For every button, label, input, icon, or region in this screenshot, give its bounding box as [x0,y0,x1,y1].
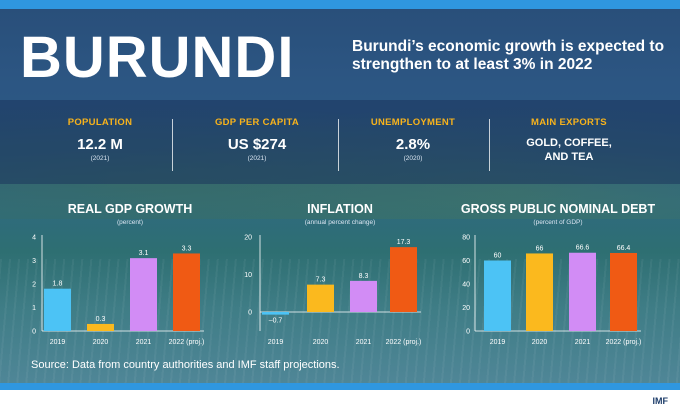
inflation-data-label: 8.3 [359,273,369,280]
gdp-growth-bar-2019 [44,288,71,331]
gdp-growth-chart-title: REAL GDP GROWTH [67,202,193,216]
stat-value: 12.2 M [77,136,123,153]
gdp-growth-bar-2020 [87,323,114,331]
top-accent-strip [0,0,680,9]
bottom-accent-strip [0,383,680,390]
source-note: Source: Data from country authorities an… [31,359,340,371]
gdp-growth-data-label: 0.3 [96,316,106,323]
stat-note: (2020) [403,155,423,162]
page-subtitle: Burundi’s economic growth is expected to… [352,38,665,73]
debt-data-label: 66.4 [617,245,631,252]
inflation-category-label: 2020 [313,339,329,346]
stat-value: GOLD, COFFEE, AND TEA [526,137,612,163]
inflation-chart-unit: (annual percent change) [304,219,376,226]
stat-label: UNEMPLOYMENT [370,117,456,128]
debt-y-tick-label: 0 [466,329,470,336]
gdp-growth-y-tick-label: 1 [32,305,36,312]
stat-gdp-per-capita: GDP PER CAPITA US $274 (2021) [192,117,322,162]
gdp-growth-chart-unit: (percent) [116,219,143,226]
debt-data-label: 60 [494,253,502,260]
inflation-bar-2019 [262,312,289,315]
gdp-growth-category-label: 2020 [93,339,109,346]
inflation-category-label: 2022 (proj.) [386,339,422,346]
debt-y-tick-label: 40 [462,282,470,289]
stat-label: MAIN EXPORTS [531,117,607,128]
gdp-growth-category-label: 2021 [136,339,152,346]
debt-bar-2021 [569,252,596,331]
gdp-growth-category-label: 2019 [50,339,66,346]
stat-divider [172,119,173,171]
stat-divider [489,119,490,171]
debt-y-tick-label: 60 [462,258,470,265]
stat-note: (2021) [90,155,110,162]
gdp-growth-y-tick-label: 4 [32,235,36,242]
inflation-data-label: 7.3 [316,277,326,284]
inflation-category-label: 2021 [356,339,372,346]
debt-chart-title: GROSS PUBLIC NOMINAL DEBT [460,202,656,216]
stat-label: POPULATION [67,117,133,128]
debt-category-label: 2022 (proj.) [606,339,642,346]
stat-value: 2.8% [395,136,431,153]
gdp-growth-y-tick-label: 0 [32,329,36,336]
debt-bar-2022proj [610,252,637,331]
debt-category-label: 2020 [532,339,548,346]
stat-main-exports: MAIN EXPORTS GOLD, COFFEE, AND TEA [508,117,630,164]
gdp-growth-y-tick-label: 2 [32,282,36,289]
stat-note: (2021) [247,155,267,162]
stat-label: GDP PER CAPITA [214,117,300,128]
debt-bar-2020 [526,253,553,331]
inflation-data-label: 17.3 [397,239,411,246]
debt-category-label: 2019 [490,339,506,346]
gdp-growth-category-label: 2022 (proj.) [169,339,205,346]
inflation-data-label: –0.7 [269,318,283,325]
stats-band [0,100,680,184]
debt-data-label: 66.6 [576,245,590,252]
imf-logo: IMF [652,396,669,406]
inflation-bar-2021 [350,280,377,312]
stat-unemployment: UNEMPLOYMENT 2.8% (2020) [352,117,474,162]
stat-divider [338,119,339,171]
stat-value: US $274 [227,136,287,153]
debt-y-tick-label: 20 [462,305,470,312]
page-title: BURUNDI [20,25,295,90]
gdp-growth-bar-2022proj [173,253,200,331]
debt-y-tick-label: 80 [462,235,470,242]
debt-data-label: 66 [536,245,544,252]
stat-population: POPULATION 12.2 M (2021) [38,117,162,162]
inflation-bar-2022proj [390,247,417,312]
inflation-y-tick-label: 10 [244,272,252,279]
inflation-category-label: 2019 [268,339,284,346]
gdp-growth-y-tick-label: 3 [32,258,36,265]
gdp-growth-data-label: 3.3 [182,245,192,252]
gdp-growth-data-label: 1.8 [53,281,63,288]
inflation-y-tick-label: 20 [244,235,252,242]
debt-category-label: 2021 [575,339,591,346]
debt-chart-unit: (percent of GDP) [533,219,583,226]
inflation-bar-2020 [307,284,334,312]
gdp-growth-bar-2021 [130,258,157,331]
inflation-chart-title: INFLATION [307,202,373,216]
inflation-y-tick-label: 0 [248,310,252,317]
debt-bar-2019 [484,260,511,331]
gdp-growth-data-label: 3.1 [139,250,149,257]
